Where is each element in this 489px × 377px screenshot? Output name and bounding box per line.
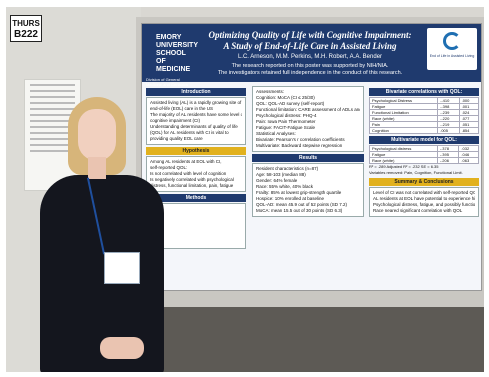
assessment-item: Psychological distress: PHQ-4 (256, 113, 317, 118)
section-hypothesis: Hypothesis (146, 147, 246, 155)
intro-item: (QOL) for AL residents with CI is vital … (150, 130, 229, 135)
model-removed: Variables removed: Pain, Cognition, Func… (369, 170, 463, 175)
intro-item: providing quality EOL care (150, 136, 203, 141)
study-logo: End of Life in Assisted Living (427, 28, 477, 70)
results-item: QOL-AD: mean 45.9 out of 52 points (SD 7… (256, 202, 348, 207)
research-poster: EMORY UNIVERSITY SCHOOL OF MEDICINE Divi… (141, 23, 482, 291)
hypothesis-box: Among AL residents at EOL with CI, self-… (146, 156, 246, 192)
presenter (40, 97, 180, 372)
assessment-item: Functional limitation: CARE assessment o… (256, 107, 360, 112)
results-item: MoCA: mean 15.5 out of 30 points (SD 6.3… (256, 208, 343, 213)
results-item: Gender: 64% female (256, 178, 298, 183)
table-row: Cognition .005.854 (368, 127, 480, 134)
presenter-face (78, 109, 116, 161)
results-item: Frailty: 85% at lowest grip-strength qua… (256, 190, 342, 195)
table-cell-label: Cognition (368, 127, 439, 134)
poster-title-line1: Optimizing Quality of Life with Cognitiv… (208, 30, 412, 40)
assessment-item: Bivariate: Pearson's r correlation coeff… (256, 137, 345, 142)
results-item: Age: 58-103 (median 88) (256, 172, 306, 177)
poster-authors: L.C. Arneson, M.M. Perkins, M.H. Robert,… (237, 54, 383, 60)
summary-box: Level of CI was not correlated with self… (369, 187, 479, 217)
poster-header: EMORY UNIVERSITY SCHOOL OF MEDICINE Divi… (142, 24, 481, 87)
emory-logo: EMORY UNIVERSITY SCHOOL OF MEDICINE Divi… (146, 28, 198, 87)
hypothesis-item: self-reported QOL: (150, 165, 188, 170)
results-box: Resident characteristics (n=87) Age: 58-… (252, 163, 364, 217)
assessment-item: Pain: Iowa Pain Thermometer (256, 119, 316, 124)
section-results: Results (252, 154, 364, 162)
funding-statement: The research reported on this poster was… (200, 63, 420, 76)
summary-item: Psychological distress, fatigue, and pos… (373, 202, 475, 207)
summary-item: Level of CI was not correlated with self… (373, 190, 475, 195)
presenter-hands (100, 337, 144, 359)
study-logo-icon (443, 32, 461, 50)
presenter-neck (88, 157, 106, 179)
conference-photo: THURS B222 EMORY UNIVERSITY SCHOOL OF ME… (6, 7, 484, 372)
bivariate-table: Psychological Distress -.410.000 Fatigue -.… (368, 97, 480, 134)
floor (141, 307, 484, 372)
section-summary: Summary & Conclusions (369, 178, 479, 186)
assessment-item: Assessments: (256, 89, 285, 94)
booth-day: THURS (12, 19, 40, 28)
assessment-item: Statistical Analyses: (256, 131, 296, 136)
hypothesis-item: Is negatively correlated with psychologi… (150, 177, 234, 182)
intro-item: cognitive impairment (CI) (150, 118, 201, 123)
poster-title: Optimizing Quality of Life with Cognitiv… (200, 30, 420, 52)
intro-item: Assisted living (AL) is a rapidly growin… (150, 100, 242, 105)
booth-number-sign: THURS B222 (10, 15, 42, 42)
section-bivariate: Bivariate correlations with QOL: (369, 88, 479, 96)
results-item: Hospice: 10% enrolled at baseline (256, 196, 325, 201)
section-introduction: Introduction (146, 88, 246, 96)
table-cell-r: .005 (437, 127, 460, 134)
table-row: Race (white) -.206.063 (369, 157, 479, 164)
institution-name: EMORY UNIVERSITY SCHOOL OF MEDICINE (156, 34, 198, 73)
section-multivariate: Multivariate model for QOL: (369, 136, 479, 144)
intro-item: Understanding determinants of quality of… (150, 124, 238, 129)
poster-title-line2: A Study of End-of-Life Care in Assisted … (223, 41, 397, 51)
hypothesis-item: Among AL residents at EOL with CI, (150, 159, 222, 164)
hypothesis-item: distress, functional limitation, pain, f… (150, 183, 234, 188)
division-name: Division of General Medicine and Geriatr… (146, 77, 189, 87)
table-cell-label: Race (white) (369, 157, 438, 164)
table-cell-r: -.206 (436, 157, 460, 164)
funding-line2: The investigators retained full independ… (217, 69, 403, 76)
intro-item: The majority of AL residents have some l… (150, 112, 242, 117)
poster-column-3: Bivariate correlations with QOL: Psychol… (368, 86, 480, 217)
model-stats: R² = .289 Adjusted R² = .232 SE = 6.35 (369, 164, 439, 169)
poster-column-2: Assessments: Cognition: MoCA (CI ≤ 25/30… (252, 86, 364, 217)
introduction-box: Assisted living (AL) is a rapidly growin… (146, 97, 246, 145)
results-item: Race: 55% white, 40% black (256, 184, 314, 189)
assessment-item: Multivariate: Backward stepwise regressi… (256, 143, 343, 148)
table-cell-p: .854 (458, 127, 480, 134)
assessments-box: Assessments: Cognition: MoCA (CI ≤ 25/30… (252, 86, 364, 152)
intro-item: end-of-life (EOL) care in the US (150, 106, 214, 111)
study-logo-caption: End of Life in Assisted Living (429, 54, 475, 58)
section-methods: Methods (146, 194, 246, 202)
assessment-item: QOL: QOL-AD survey (self-report) (256, 101, 325, 106)
assessment-item: Cognition: MoCA (CI ≤ 25/30) (256, 95, 315, 100)
funding-line1: The research reported on this poster was… (231, 63, 389, 69)
name-badge (104, 252, 140, 284)
summary-item: AL residents at EOL have potential to ex… (373, 196, 475, 201)
assessment-item: Fatigue: FACIT-Fatigue Scale (256, 125, 316, 130)
results-item: Resident characteristics (n=87) (256, 166, 319, 171)
booth-number: B222 (14, 29, 38, 40)
hypothesis-item: Is not correlated with level of cognitio… (150, 171, 227, 176)
table-cell-p: .063 (458, 157, 479, 164)
summary-item: Race neared significant correlation with… (373, 208, 463, 213)
multivariate-table: Psychological distress -.378.032 Fatigue -.… (369, 145, 479, 164)
